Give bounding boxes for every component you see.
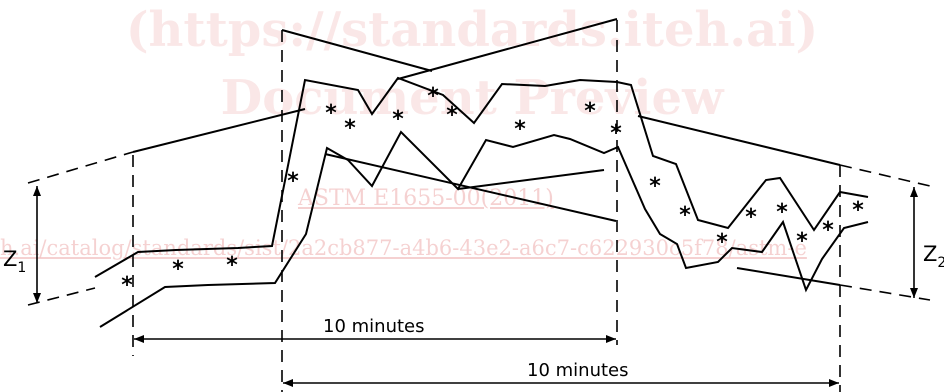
data-point-marker: * (392, 107, 404, 132)
baseline-right-1 (637, 115, 841, 166)
baseline-left-3 (397, 18, 618, 80)
data-point-marker: * (822, 218, 834, 243)
signal-band-lower (99, 130, 869, 328)
data-point-marker: * (514, 117, 526, 142)
z2-label: Z2 (923, 242, 944, 271)
data-point-marker: * (226, 253, 238, 278)
data-point-marker: * (344, 116, 356, 141)
data-point-marker: * (716, 230, 728, 255)
data-point-marker: * (121, 273, 133, 298)
data-point-marker: * (427, 84, 439, 109)
data-point-marker: * (796, 229, 808, 254)
data-point-marker: * (649, 174, 661, 199)
data-point-marker: * (679, 203, 691, 228)
data-point-marker: * (745, 205, 757, 230)
signal-band-upper (94, 76, 869, 278)
baseline-right-2 (736, 267, 841, 286)
z1-label: Z1 (3, 247, 26, 276)
data-point-marker: * (852, 198, 864, 223)
data-point-marker: * (776, 200, 788, 225)
data-point-marker: * (584, 99, 596, 124)
data-point-markers: * * * * * * * * * * * * * * * * * * * * (121, 84, 864, 298)
data-point-marker: * (610, 121, 622, 146)
dash-z2-top (839, 164, 931, 187)
span2-label: 10 minutes (527, 360, 629, 381)
dash-z2-bottom (839, 284, 931, 301)
dash-z1-top (27, 151, 134, 184)
baseline-mid-2 (457, 169, 605, 190)
data-point-marker: * (287, 169, 299, 194)
baseline-left-1 (132, 108, 306, 153)
data-point-marker: * (325, 101, 337, 126)
data-point-marker: * (446, 103, 458, 128)
watermark-catalog-link[interactable]: h.ai/catalog/standards/sist/2a2cb877-a4b… (0, 236, 807, 260)
dash-z1-bottom (27, 287, 96, 306)
data-point-marker: * (172, 257, 184, 282)
span1-label: 10 minutes (323, 316, 425, 337)
baseline-left-2 (281, 29, 433, 72)
watermark-standard-link[interactable]: ASTM E1655-00(2011) (298, 186, 554, 211)
